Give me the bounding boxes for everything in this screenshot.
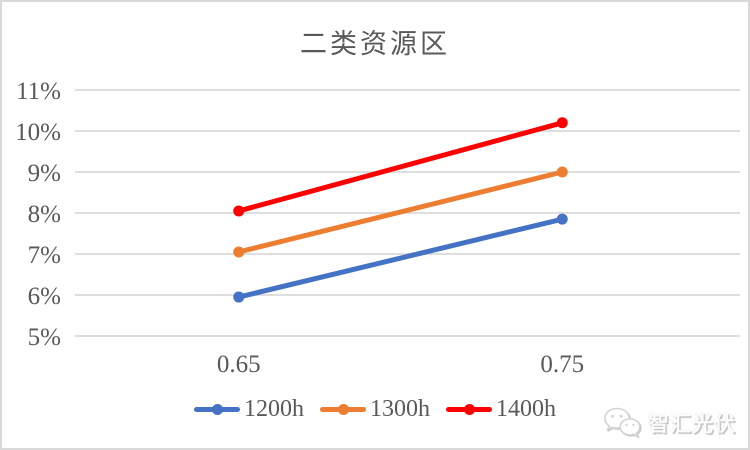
wechat-icon	[603, 407, 641, 438]
x-axis-tick-label: 0.75	[540, 351, 584, 378]
data-point-1200h	[556, 213, 568, 225]
y-axis-tick-label: 7%	[28, 242, 61, 269]
y-axis-tick-label: 6%	[28, 283, 61, 310]
y-axis-tick-label: 9%	[28, 160, 61, 187]
y-axis-tick-label: 10%	[15, 119, 61, 146]
chart-title: 二类资源区	[300, 29, 450, 59]
x-axis-tick-label: 0.65	[217, 351, 261, 378]
legend-item-1400h: 1400h	[446, 396, 556, 423]
data-point-1400h	[556, 117, 568, 129]
watermark-text: 智汇光伏	[648, 412, 736, 436]
legend-item-1300h: 1300h	[320, 396, 430, 423]
data-point-1400h	[233, 205, 245, 217]
legend-item-1200h: 1200h	[194, 396, 304, 423]
legend-label: 1400h	[496, 396, 556, 422]
series-line-1400h	[236, 120, 565, 214]
y-axis-tick-label: 5%	[28, 324, 61, 351]
series-line-1200h	[236, 216, 565, 300]
legend-line-marker	[446, 404, 492, 416]
watermark: 智汇光伏	[603, 406, 736, 440]
y-axis-tick-label: 11%	[16, 78, 61, 105]
legend-line-marker	[320, 404, 366, 416]
data-point-1300h	[233, 246, 245, 258]
data-point-1300h	[556, 166, 568, 178]
series-line-1300h	[236, 169, 565, 255]
legend-label: 1200h	[244, 396, 304, 422]
legend-line-marker	[194, 404, 240, 416]
chart-legend: 1200h 1300h 1400h	[2, 396, 748, 423]
legend-label: 1300h	[370, 396, 430, 422]
y-axis-tick-label: 8%	[28, 201, 61, 228]
data-point-1200h	[233, 291, 245, 303]
